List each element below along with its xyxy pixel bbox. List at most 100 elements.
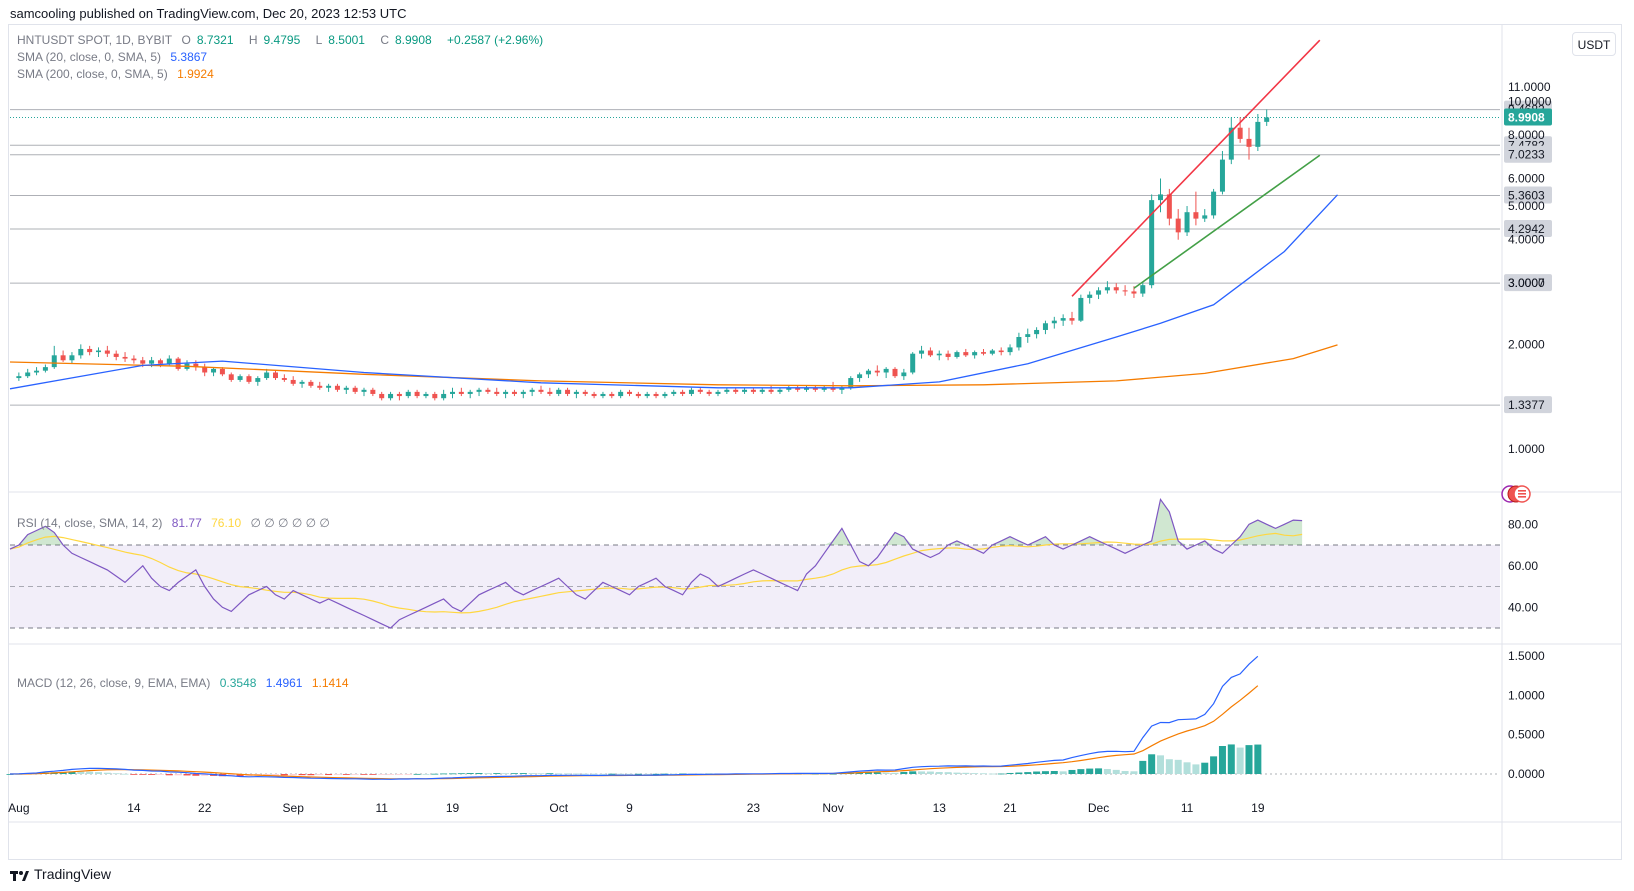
candle-body xyxy=(467,391,473,394)
candle-body xyxy=(680,391,686,394)
candle xyxy=(1016,332,1022,351)
macd-histogram-bar xyxy=(599,773,607,775)
macd-histogram-bar xyxy=(493,773,501,774)
candle xyxy=(901,368,907,380)
sma20-legend[interactable]: SMA (20, close, 0, SMA, 5) 5.3867 xyxy=(17,50,213,64)
tradingview-footer[interactable]: TradingView xyxy=(10,866,111,882)
candle-body xyxy=(582,391,588,394)
macd-histogram-bar xyxy=(1165,759,1173,774)
candle xyxy=(317,381,323,390)
low-value: 8.5001 xyxy=(328,33,365,47)
candle-body xyxy=(326,385,332,388)
candle-body xyxy=(529,389,535,392)
macd-legend[interactable]: MACD (12, 26, close, 9, EMA, EMA) 0.3548… xyxy=(17,676,355,690)
macd-histogram-bar xyxy=(68,771,76,774)
candle xyxy=(379,391,385,401)
macd-histogram-bar xyxy=(661,773,669,775)
candle xyxy=(308,379,314,388)
candle-body xyxy=(193,363,199,368)
candle xyxy=(1104,281,1110,294)
candle xyxy=(697,387,703,394)
flag-icons[interactable] xyxy=(1500,484,1532,509)
candle xyxy=(494,387,500,397)
candle-body xyxy=(1246,138,1252,147)
rsi-legend[interactable]: RSI (14, close, SMA, 14, 2) 81.77 76.10 … xyxy=(17,516,336,530)
time-tick-label: 14 xyxy=(127,801,141,815)
rsi-tick-label: 40.00 xyxy=(1508,600,1538,614)
macd-histogram-bar xyxy=(280,774,288,776)
candle xyxy=(60,350,66,362)
macd-histogram-bar xyxy=(572,773,580,775)
candle-body xyxy=(1060,318,1066,321)
macd-histogram-bar xyxy=(1183,762,1191,774)
macd-histogram-bar xyxy=(95,772,102,774)
macd-histogram-bar xyxy=(1130,771,1138,774)
currency-button[interactable]: USDT xyxy=(1572,32,1616,56)
macd-signal-value: 1.1414 xyxy=(311,676,349,690)
macd-histogram-bar xyxy=(263,774,271,776)
candle-body xyxy=(157,360,163,364)
candle-body xyxy=(963,352,969,356)
price-tick-label: 5.0000 xyxy=(1508,199,1545,213)
candle xyxy=(830,381,836,392)
candle-body xyxy=(1069,318,1075,321)
rsi-ma-value: 76.10 xyxy=(211,516,242,530)
time-tick-label: Aug xyxy=(8,801,29,815)
candle xyxy=(556,387,562,397)
macd-histogram-bar xyxy=(130,774,138,775)
candle-body xyxy=(627,391,632,394)
candle xyxy=(910,352,916,375)
candle xyxy=(874,365,880,377)
candle-body xyxy=(865,370,871,375)
sma20-label: SMA (20, close, 0, SMA, 5) xyxy=(17,50,162,64)
macd-histogram-bar xyxy=(856,772,864,774)
candle-body xyxy=(131,358,137,361)
candle-body xyxy=(273,372,278,379)
candle-body xyxy=(688,389,694,394)
candle-body xyxy=(281,378,287,380)
candle-body xyxy=(140,360,146,364)
macd-histogram-bar xyxy=(112,773,120,775)
candle xyxy=(529,387,535,397)
time-tick-label: 13 xyxy=(933,801,947,815)
close-key: C xyxy=(380,33,389,47)
macd-histogram-bar xyxy=(864,772,872,774)
candle-body xyxy=(343,387,349,390)
candle-body xyxy=(972,352,978,356)
macd-histogram-bar xyxy=(546,773,554,775)
sma200-legend[interactable]: SMA (200, close, 0, SMA, 5) 1.9924 xyxy=(17,67,220,81)
sma200-label: SMA (200, close, 0, SMA, 5) xyxy=(17,67,168,81)
sma200-line xyxy=(9,344,1338,387)
candle xyxy=(715,389,721,397)
candle xyxy=(42,364,48,373)
macd-tick-label: 1.5000 xyxy=(1508,649,1545,663)
candle xyxy=(839,385,845,394)
candle xyxy=(219,367,225,377)
candle xyxy=(945,350,951,361)
candle xyxy=(724,387,730,394)
candle-body xyxy=(423,393,429,397)
macd-histogram-bar xyxy=(1024,772,1032,774)
candle-body xyxy=(511,391,517,394)
symbol-label[interactable]: HNTUSDT SPOT, 1D, BYBIT xyxy=(17,33,173,47)
candle xyxy=(573,389,579,399)
candle-body xyxy=(458,391,464,394)
macd-histogram-bar xyxy=(395,774,403,775)
candle-body xyxy=(352,387,358,392)
candle xyxy=(1087,291,1093,304)
high-key: H xyxy=(248,33,258,47)
candle-body xyxy=(644,393,650,397)
macd-histogram-bar xyxy=(342,774,350,775)
macd-histogram-bar xyxy=(1050,771,1058,774)
candle xyxy=(565,387,571,397)
macd-histogram-bar xyxy=(201,774,209,776)
macd-histogram-bar xyxy=(449,773,456,775)
candle-body xyxy=(414,391,420,397)
candle-body xyxy=(1122,290,1128,292)
candle xyxy=(228,372,234,382)
candle xyxy=(458,387,464,397)
level-tag-text: 4.2942 xyxy=(1508,222,1545,236)
time-tick-label: 19 xyxy=(1251,801,1265,815)
candle-body xyxy=(317,385,323,388)
